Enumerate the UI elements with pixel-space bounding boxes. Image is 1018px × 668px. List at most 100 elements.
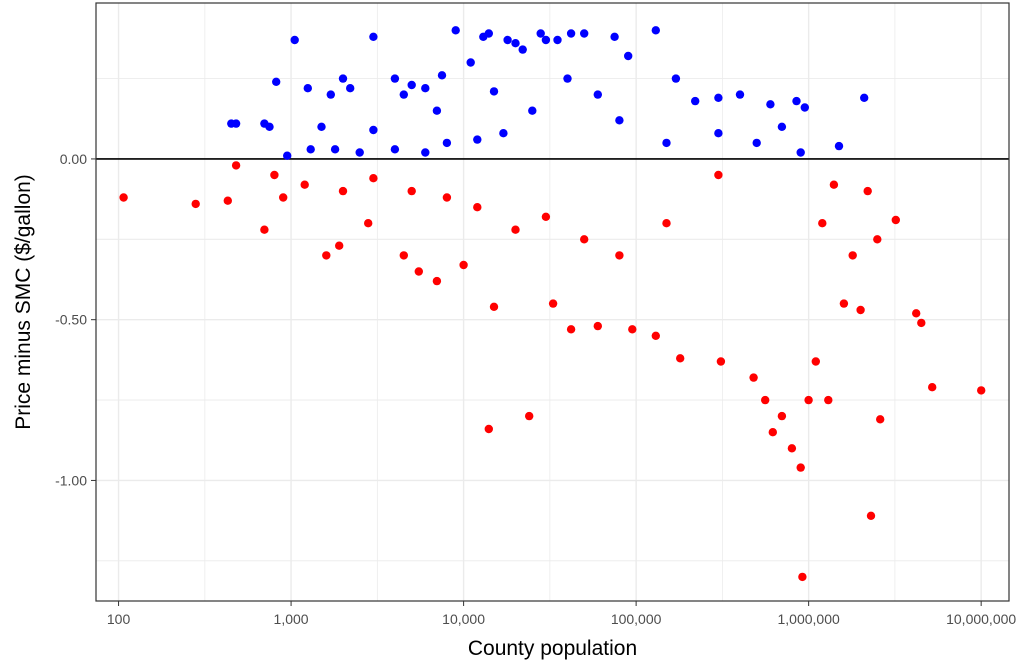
data-point — [624, 51, 633, 61]
x-tick-label: 10,000 — [442, 611, 485, 627]
data-point — [346, 84, 355, 93]
x-axis-ticks: 100 1,000 10,000 100,000 1,000,000 10,000,000 — [107, 601, 1016, 627]
data-point — [272, 77, 281, 87]
data-point — [787, 444, 797, 453]
data-point — [484, 424, 493, 434]
y-tick-label: -0.50 — [55, 312, 87, 328]
data-point — [580, 235, 589, 244]
data-point — [563, 74, 572, 83]
data-point — [265, 122, 274, 131]
data-point — [541, 35, 551, 45]
data-point — [330, 145, 340, 154]
data-point — [290, 35, 299, 45]
data-point — [876, 415, 885, 424]
data-point — [459, 260, 468, 270]
data-point — [792, 96, 801, 106]
data-point — [473, 203, 482, 212]
data-point — [407, 80, 416, 90]
data-point — [191, 199, 200, 209]
data-point — [326, 90, 335, 99]
data-point — [866, 511, 876, 520]
data-point — [399, 251, 408, 260]
data-point — [804, 395, 813, 405]
x-tick-label: 100,000 — [611, 611, 662, 627]
data-point — [761, 395, 770, 405]
data-point — [917, 318, 926, 328]
data-point — [768, 428, 777, 437]
data-point — [839, 299, 849, 308]
data-point — [752, 138, 761, 148]
data-point — [834, 141, 844, 151]
data-point — [511, 39, 520, 48]
data-point — [369, 32, 378, 41]
data-point — [714, 170, 723, 180]
data-point — [369, 125, 378, 135]
data-point — [518, 45, 527, 54]
data-point — [912, 309, 921, 318]
data-point — [716, 357, 726, 366]
x-tick-label: 1,000,000 — [777, 611, 839, 627]
data-point — [473, 135, 482, 144]
data-point — [306, 145, 315, 154]
data-point — [322, 251, 331, 260]
x-tick-label: 1,000 — [274, 611, 309, 627]
data-point — [451, 26, 460, 35]
data-point — [566, 29, 576, 38]
data-point — [691, 96, 700, 106]
data-point — [119, 193, 128, 202]
x-axis-title: County population — [468, 637, 637, 660]
data-point — [338, 186, 348, 196]
data-point — [270, 170, 279, 180]
data-point — [466, 58, 475, 67]
y-tick-label: 0.00 — [60, 151, 87, 167]
data-point — [796, 148, 805, 157]
data-point — [714, 129, 723, 138]
data-point — [414, 267, 423, 276]
data-point — [484, 29, 493, 38]
data-point — [676, 354, 685, 363]
data-point — [848, 251, 857, 260]
data-point — [421, 148, 430, 157]
panel-border — [95, 2, 1010, 602]
data-point — [503, 35, 512, 45]
x-tick-label: 100 — [107, 611, 131, 627]
y-axis-ticks: 0.00 -0.50 -1.00 — [55, 151, 96, 488]
data-point — [511, 225, 520, 234]
data-point — [499, 129, 508, 138]
data-point — [489, 87, 499, 96]
data-point — [662, 219, 671, 228]
data-point — [873, 235, 882, 244]
data-point — [651, 331, 660, 340]
data-point — [442, 193, 452, 202]
data-point — [856, 305, 865, 315]
data-point — [811, 357, 820, 366]
data-point — [231, 119, 241, 128]
data-point — [528, 106, 537, 115]
data-point — [432, 106, 442, 115]
data-point — [610, 32, 619, 41]
data-point — [335, 241, 344, 250]
data-point — [541, 212, 551, 221]
data-point — [437, 71, 447, 80]
data-point — [580, 29, 589, 38]
data-point — [615, 116, 624, 125]
data-point — [536, 29, 545, 38]
data-point — [714, 93, 723, 103]
data-point — [863, 186, 872, 196]
data-point — [223, 196, 232, 205]
point-layer — [119, 26, 986, 582]
data-point — [798, 572, 807, 582]
data-point — [489, 302, 499, 311]
data-point — [369, 174, 378, 183]
data-point — [432, 276, 442, 286]
data-point — [593, 321, 602, 331]
data-point — [796, 463, 805, 472]
data-point — [442, 138, 452, 148]
data-point — [818, 219, 827, 228]
data-point — [860, 93, 869, 103]
data-point — [364, 219, 373, 228]
data-point — [390, 145, 400, 154]
data-point — [615, 251, 624, 260]
